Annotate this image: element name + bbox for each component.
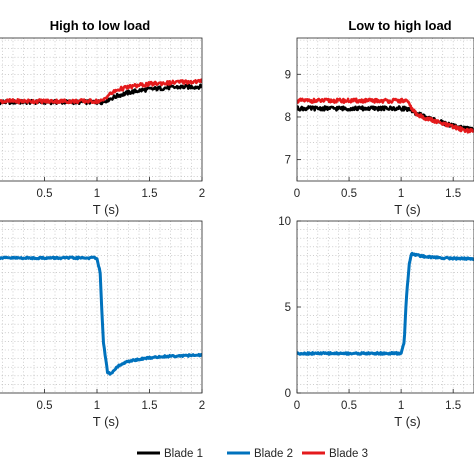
subplot-top-right: 0 0.5 1 1.5 7 8 9 T (s) Low to high load [285, 18, 474, 217]
x-tick-label: 2 [199, 400, 205, 412]
subplot-bottom-right: 0 0.5 1 1.5 0 5 10 T (s) [278, 216, 474, 429]
series-group [0, 255, 202, 376]
x-tick-label: 0.5 [37, 188, 53, 200]
grid [297, 38, 474, 181]
x-tick-label: 1 [94, 188, 100, 200]
axes-frame [296, 37, 474, 182]
series-group [297, 251, 474, 356]
x-tick-label: 1.5 [142, 400, 158, 412]
x-tick-label: 1 [94, 400, 100, 412]
x-axis-label: T (s) [394, 202, 420, 217]
grid [297, 221, 474, 393]
y-tick-label: 8 [285, 112, 291, 124]
x-tick-label: 1.5 [445, 400, 461, 412]
x-axis-label: T (s) [394, 414, 420, 429]
series-group [0, 78, 202, 106]
legend: Blade 1 Blade 2 Blade 3 [137, 448, 368, 460]
x-tick-label: 0 [294, 188, 300, 200]
y-tick-label: 7 [285, 155, 291, 167]
chart-title: Low to high load [348, 18, 451, 33]
series-line-blade-3 [297, 97, 474, 134]
subplot-bottom-left: 0.5 1 1.5 2 T (s) [0, 220, 205, 429]
x-tick-label: 0.5 [341, 188, 357, 200]
x-axis-label: T (s) [93, 202, 119, 217]
legend-label-blade-1: Blade 1 [164, 448, 203, 460]
grid [0, 38, 202, 181]
legend-label-blade-3: Blade 3 [329, 448, 368, 460]
series-group [297, 97, 474, 134]
y-tick-label: 9 [285, 69, 291, 81]
x-tick-label: 1.5 [445, 188, 461, 200]
series-line-blade-3 [0, 78, 202, 105]
x-tick-label: 2 [199, 188, 205, 200]
y-tick-label: 5 [285, 302, 291, 314]
x-axis-label: T (s) [93, 414, 119, 429]
series-line-blade-2 [297, 251, 474, 356]
x-tick-label: 1.5 [142, 188, 158, 200]
chart-title: High to low load [50, 18, 150, 33]
subplot-group: 0.5 1 1.5 2 T (s) High to low load 0 0.5 1 1.5 7 8 9… [0, 18, 474, 429]
y-tick-label: 0 [285, 388, 291, 400]
x-tick-label: 1 [398, 400, 404, 412]
series-line-blade-2 [0, 255, 202, 376]
x-tick-label: 0 [294, 400, 300, 412]
y-tick-label: 10 [278, 216, 291, 228]
x-tick-label: 0.5 [37, 400, 53, 412]
subplot-top-left: 0.5 1 1.5 2 T (s) High to low load [0, 18, 205, 217]
legend-label-blade-2: Blade 2 [254, 448, 293, 460]
x-tick-label: 1 [398, 188, 404, 200]
series-line-blade-1 [297, 105, 474, 132]
x-tick-label: 0.5 [341, 400, 357, 412]
